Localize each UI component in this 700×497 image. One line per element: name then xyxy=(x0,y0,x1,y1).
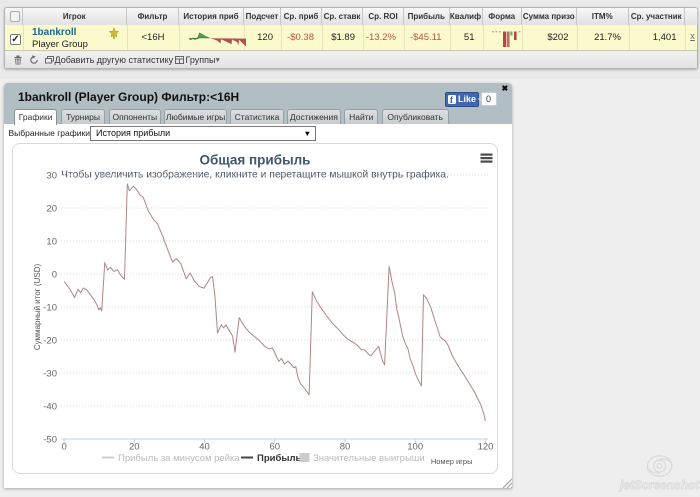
svg-text:Суммарный итог (USD): Суммарный итог (USD) xyxy=(33,264,42,351)
svg-text:Значительные выигрыши: Значительные выигрыши xyxy=(313,453,425,464)
svg-text:40: 40 xyxy=(199,442,210,453)
svg-text:80: 80 xyxy=(339,442,350,453)
svg-text:Прибыль: Прибыль xyxy=(257,453,301,464)
svg-text:-30: -30 xyxy=(43,369,57,380)
svg-text:-40: -40 xyxy=(43,402,57,413)
svg-text:Прибыль за минусом рейка: Прибыль за минусом рейка xyxy=(118,453,240,464)
svg-text:Чтобы увеличить изображение, к: Чтобы увеличить изображение, кликните и … xyxy=(61,169,449,181)
svg-text:0: 0 xyxy=(61,442,66,453)
svg-text:120: 120 xyxy=(477,442,493,453)
svg-text:30: 30 xyxy=(46,171,57,182)
svg-text:Номер игры: Номер игры xyxy=(430,457,472,466)
svg-text:Общая прибыль: Общая прибыль xyxy=(199,153,310,168)
svg-text:-50: -50 xyxy=(43,435,57,446)
svg-text:60: 60 xyxy=(269,442,280,453)
svg-text:0: 0 xyxy=(51,270,56,281)
svg-text:10: 10 xyxy=(46,237,57,248)
svg-text:-20: -20 xyxy=(43,336,57,347)
svg-text:-10: -10 xyxy=(43,303,57,314)
svg-text:20: 20 xyxy=(46,204,57,215)
svg-text:100: 100 xyxy=(407,442,423,453)
svg-text:20: 20 xyxy=(129,442,140,453)
